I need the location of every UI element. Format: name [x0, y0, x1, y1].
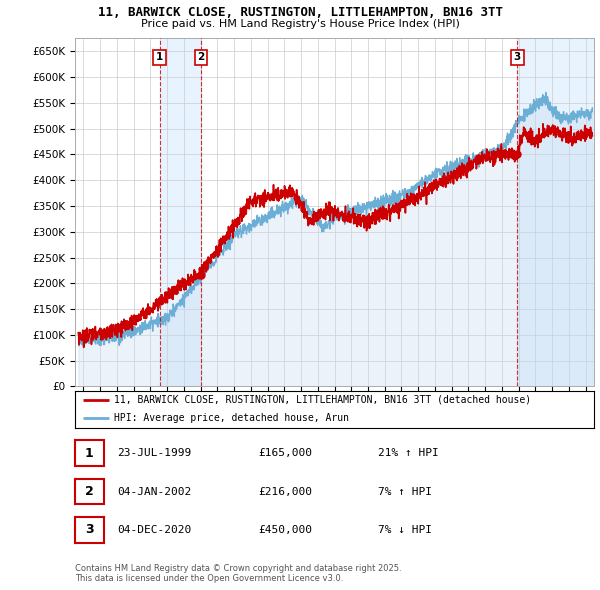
Text: 21% ↑ HPI: 21% ↑ HPI: [378, 448, 439, 458]
Text: £216,000: £216,000: [258, 487, 312, 497]
Text: 7% ↓ HPI: 7% ↓ HPI: [378, 525, 432, 535]
Text: 7% ↑ HPI: 7% ↑ HPI: [378, 487, 432, 497]
Text: £165,000: £165,000: [258, 448, 312, 458]
Bar: [160, 38, 201, 386]
Text: 23-JUL-1999: 23-JUL-1999: [117, 448, 191, 458]
Text: 2: 2: [197, 53, 205, 63]
Text: £450,000: £450,000: [258, 525, 312, 535]
Text: 04-JAN-2002: 04-JAN-2002: [117, 487, 191, 497]
Text: 11, BARWICK CLOSE, RUSTINGTON, LITTLEHAMPTON, BN16 3TT: 11, BARWICK CLOSE, RUSTINGTON, LITTLEHAM…: [97, 6, 503, 19]
Text: 1: 1: [156, 53, 163, 63]
Text: Price paid vs. HM Land Registry's House Price Index (HPI): Price paid vs. HM Land Registry's House …: [140, 19, 460, 29]
Text: 3: 3: [85, 523, 94, 536]
Text: 11, BARWICK CLOSE, RUSTINGTON, LITTLEHAMPTON, BN16 3TT (detached house): 11, BARWICK CLOSE, RUSTINGTON, LITTLEHAM…: [114, 395, 531, 405]
Text: 3: 3: [514, 53, 521, 63]
Bar: [517, 38, 594, 386]
Text: 04-DEC-2020: 04-DEC-2020: [117, 525, 191, 535]
Text: 1: 1: [85, 447, 94, 460]
Text: HPI: Average price, detached house, Arun: HPI: Average price, detached house, Arun: [114, 414, 349, 424]
Text: Contains HM Land Registry data © Crown copyright and database right 2025.
This d: Contains HM Land Registry data © Crown c…: [75, 563, 401, 583]
Text: 2: 2: [85, 485, 94, 498]
